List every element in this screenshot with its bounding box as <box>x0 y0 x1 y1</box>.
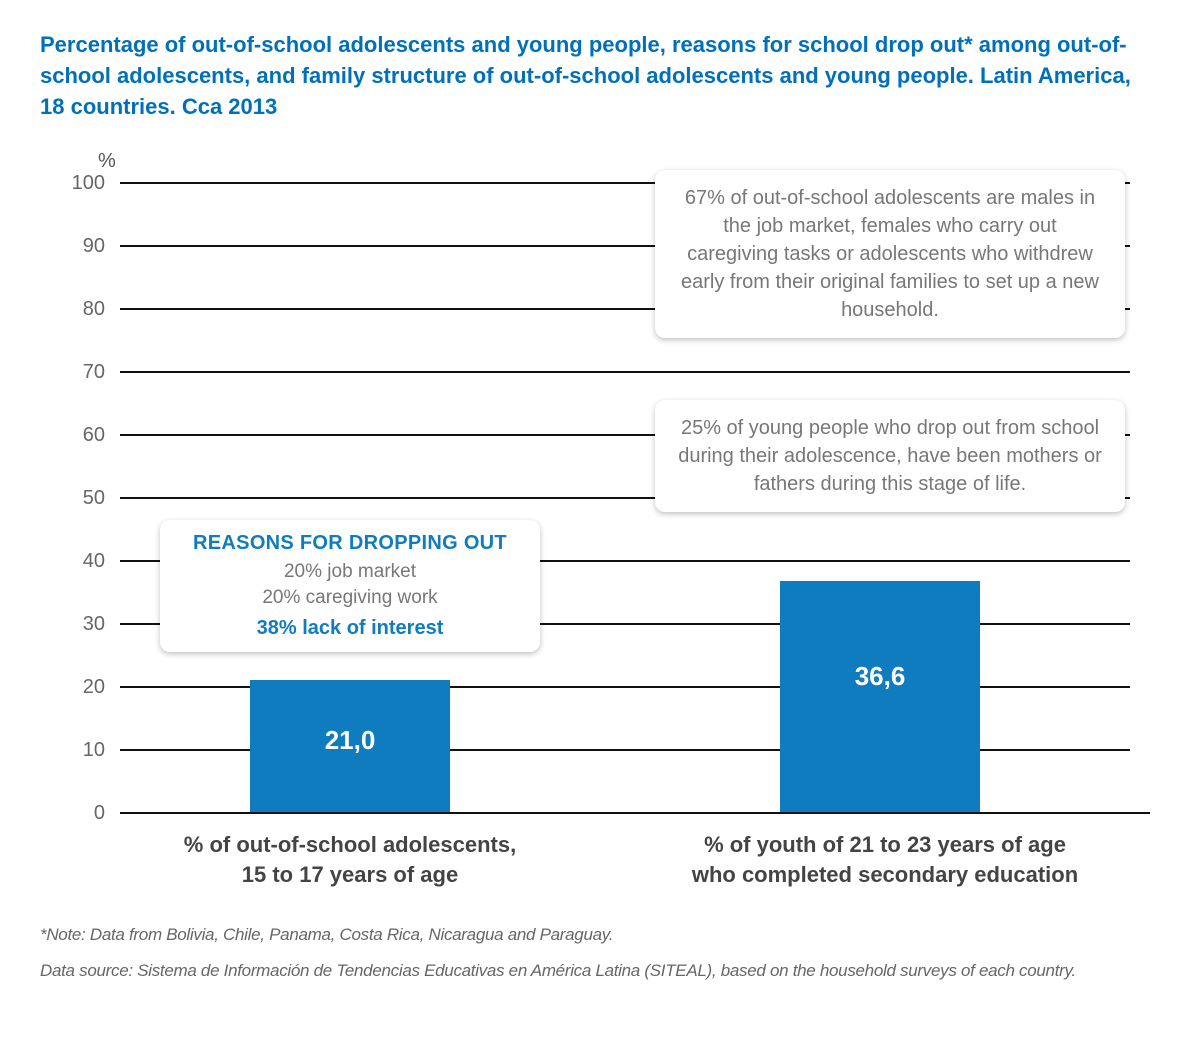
callout-top: 67% of out-of-school adolescents are mal… <box>655 170 1125 338</box>
y-axis-unit: % <box>98 150 116 173</box>
footnote-note: *Note: Data from Bolivia, Chile, Panama,… <box>40 922 1160 948</box>
reasons-line-1: 20% job market <box>176 559 524 585</box>
y-tick-10: 10 <box>65 739 105 762</box>
x-label-text: % of youth of 21 to 23 years of age who … <box>692 832 1078 887</box>
y-tick-60: 60 <box>65 424 105 447</box>
reasons-line-2: 20% caregiving work <box>176 585 524 611</box>
reasons-emphasis: 38% lack of interest <box>176 617 524 640</box>
x-label-text: % of out-of-school adolescents, 15 to 17… <box>184 832 516 887</box>
x-label-1: % of out-of-school adolescents, 15 to 17… <box>130 830 570 889</box>
gridline <box>120 371 1130 373</box>
chart-area: % 100 90 80 70 60 50 40 30 20 10 0 21,0 … <box>50 152 1150 912</box>
callout-text: 25% of young people who drop out from sc… <box>678 417 1102 495</box>
bar-label: 21,0 <box>250 725 450 756</box>
bar-completed-secondary: 36,6 <box>780 581 980 812</box>
y-tick-40: 40 <box>65 550 105 573</box>
callout-text: 67% of out-of-school adolescents are mal… <box>681 187 1099 321</box>
callout-middle: 25% of young people who drop out from sc… <box>655 400 1125 512</box>
y-tick-70: 70 <box>65 361 105 384</box>
x-axis-line <box>120 812 1150 814</box>
bar-out-of-school: 21,0 <box>250 680 450 812</box>
x-label-2: % of youth of 21 to 23 years of age who … <box>640 830 1130 889</box>
y-tick-100: 100 <box>65 172 105 195</box>
y-tick-30: 30 <box>65 613 105 636</box>
footnote-source: Data source: Sistema de Información de T… <box>40 958 1160 984</box>
y-tick-80: 80 <box>65 298 105 321</box>
bar-label: 36,6 <box>780 661 980 692</box>
y-tick-20: 20 <box>65 676 105 699</box>
y-tick-90: 90 <box>65 235 105 258</box>
reasons-title: REASONS FOR DROPPING OUT <box>176 532 524 555</box>
y-tick-0: 0 <box>65 802 105 825</box>
chart-title: Percentage of out-of-school adolescents … <box>40 30 1140 122</box>
callout-reasons: REASONS FOR DROPPING OUT 20% job market … <box>160 520 540 651</box>
y-tick-50: 50 <box>65 487 105 510</box>
